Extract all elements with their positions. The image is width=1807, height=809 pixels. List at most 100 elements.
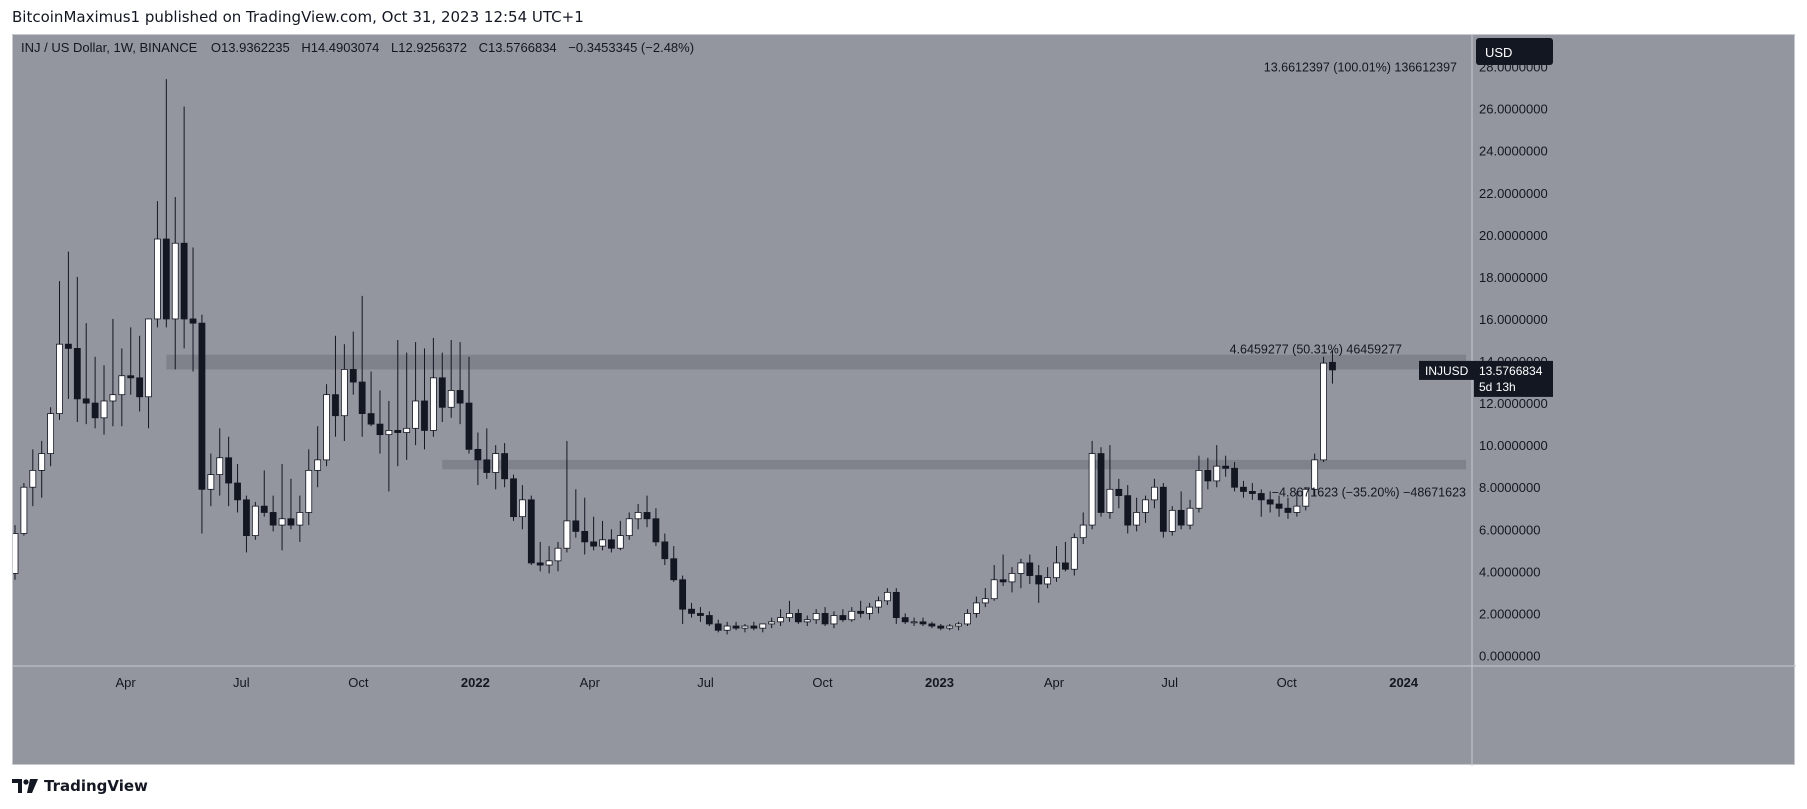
candle-body [56,343,63,415]
legend-h-label: H [301,40,310,55]
candle-body [1168,509,1176,532]
price-tick-label: 26.0000000 [1479,102,1548,117]
time-tick-label: Oct [348,675,369,690]
candle-body [162,238,170,320]
candle-body [314,459,322,471]
candle-body [38,453,46,471]
candle-body [100,400,108,419]
candle-body [1329,361,1336,371]
candle-body [1240,486,1247,492]
candle-body [759,623,767,629]
candle-body [590,541,598,547]
candle-body [741,625,749,629]
time-tick-label: Apr [116,675,137,690]
candle-body [465,402,473,450]
candle-body [866,606,873,614]
candle-body [438,377,446,408]
publication-header: BitcoinMaximus1 published on TradingView… [12,8,584,26]
price-tick-label: 20.0000000 [1479,228,1548,243]
time-tick-label: Jul [233,675,250,690]
candle-body [1106,488,1114,513]
candle-body [679,579,687,610]
legend-o-value: 13.9362235 [221,40,290,55]
time-axis[interactable]: Apr Jul Oct 2022 Apr Jul Oct 2023 Apr Jul Oct 2024 [116,675,1419,690]
candle-body [705,615,713,625]
measurement-label: −4.8671623 (−35.20%) −48671623 [1272,485,1466,499]
candle-body [768,621,776,625]
candle-body [964,613,971,625]
candle-body [1222,465,1230,469]
measurement-label: 4.6459277 (50.31%) 46459277 [1230,342,1402,356]
candle-body [421,400,428,431]
time-tick-label: 2023 [925,675,954,690]
currency-button-bg[interactable] [1476,38,1553,65]
candle-body [198,322,206,490]
candle-body [599,539,606,547]
candle-body [20,486,28,534]
plot-area[interactable] [13,35,1472,666]
candle-body [340,369,348,417]
candle-body [937,625,945,629]
price-tick-label: 24.0000000 [1479,144,1548,159]
candle-body [714,623,722,631]
candle-body [821,613,829,625]
candle-body [901,617,909,623]
price-tick-label: 16.0000000 [1479,312,1548,327]
candle-body [136,377,144,398]
currency-button[interactable]: USD [1476,38,1553,65]
time-tick-label: Jul [1161,675,1178,690]
candle-body [990,579,998,600]
price-tick-label: 8.0000000 [1479,480,1540,495]
tradingview-logo[interactable]: TradingView [12,777,148,795]
candle-body [946,625,954,629]
candle-body [1204,469,1212,482]
candle-body [1124,495,1132,526]
candle-body [608,539,615,549]
price-chart[interactable]: 0.0000000 2.0000000 4.0000000 6.0000000 8.00… [13,35,1796,766]
candle-body [670,558,678,581]
candle-body [483,459,491,473]
candle-body [332,394,339,417]
candle-body [474,448,482,461]
candle-body [1062,562,1069,570]
candle-body [492,453,500,473]
candle-body [812,613,820,621]
legend-c-value: 13.5766834 [488,40,557,55]
legend-c-label: C [479,40,488,55]
candle-body [1044,577,1052,585]
ticker-tag-label: INJUSD [1425,364,1469,378]
candle-body [732,625,740,629]
price-tick-label: 10.0000000 [1479,438,1548,453]
candle-body [1177,509,1185,526]
candle-body [260,505,268,513]
candle-body [501,453,509,480]
candle-body [243,499,250,536]
candle-body [225,457,233,484]
candle-body [527,499,535,564]
candle-body [723,625,731,631]
legend-l-label: L [391,40,398,55]
candle-body [367,413,375,425]
time-tick-label: Oct [1277,675,1298,690]
candle-body [47,413,55,454]
candle-body [91,402,99,419]
candle-body [1257,493,1265,501]
candle-body [394,430,402,433]
candle-body [1017,562,1025,574]
candle-body [278,518,286,526]
zones-layer [166,354,1466,470]
candle-body [777,617,784,623]
candle-body [1213,465,1221,482]
candle-body [412,400,419,429]
candle-body [786,613,793,619]
measurement-labels: 13.6612397 (100.01%) 136612397 4.6459277 … [1230,61,1466,500]
candle-body [643,512,651,520]
candle-body [269,512,277,526]
price-tick-label: 12.0000000 [1479,396,1548,411]
legend-h-value: 14.4903074 [311,40,380,55]
chart-container[interactable]: 0.0000000 2.0000000 4.0000000 6.0000000 8.00… [12,34,1796,766]
candle-body [661,541,669,560]
price-tag-value: 13.5766834 [1479,364,1543,378]
currency-button-label[interactable]: USD [1485,45,1512,60]
time-tick-label: Oct [812,675,833,690]
